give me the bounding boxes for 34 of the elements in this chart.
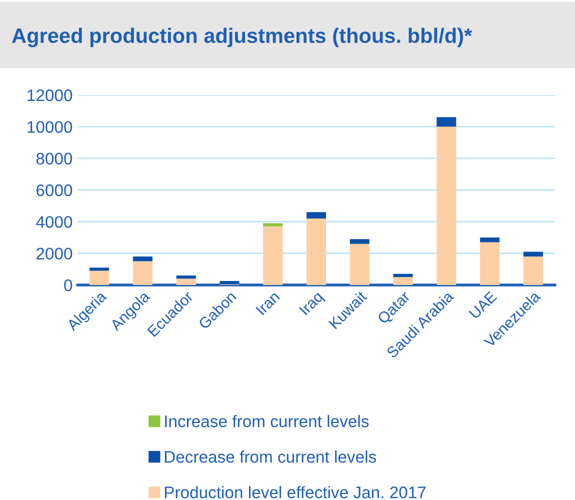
y-tick-label: 8000 xyxy=(36,152,72,165)
bar xyxy=(436,126,456,285)
bar xyxy=(263,223,283,226)
bar xyxy=(90,270,110,285)
y-tick-label: 2000 xyxy=(36,248,72,260)
bar xyxy=(436,117,456,127)
bar xyxy=(176,278,196,285)
x-tick-label: Iran xyxy=(256,290,280,316)
bar xyxy=(90,268,110,271)
bar xyxy=(263,226,283,285)
bar xyxy=(393,274,413,278)
bar xyxy=(176,276,196,279)
bar xyxy=(480,242,500,285)
bar xyxy=(350,244,370,285)
legend-label: Production level effective Jan. 2017 xyxy=(164,486,426,498)
bar xyxy=(523,252,543,256)
legend-label: Decrease from current levels xyxy=(164,450,376,463)
bar xyxy=(523,256,543,285)
chart-title: Agreed production adjustments (thous. bbl/d)* xyxy=(12,28,472,48)
bar xyxy=(306,212,326,218)
y-tick-label: 10000 xyxy=(28,121,72,133)
x-tick-label: Iraq xyxy=(299,290,326,318)
bar xyxy=(350,239,370,244)
y-tick-label: 0 xyxy=(64,279,72,292)
legend-label: Increase from current levels xyxy=(165,415,369,428)
y-tick-label: 4000 xyxy=(36,216,72,228)
bar xyxy=(393,277,413,285)
y-tick-label: 6000 xyxy=(36,184,72,196)
bar xyxy=(480,238,500,242)
y-tick-label: 12000 xyxy=(28,89,72,102)
bar xyxy=(306,218,326,285)
bar xyxy=(132,256,152,262)
bar xyxy=(132,261,152,285)
bar xyxy=(220,281,240,284)
